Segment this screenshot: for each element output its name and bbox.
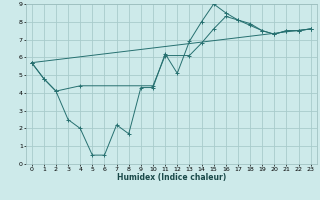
X-axis label: Humidex (Indice chaleur): Humidex (Indice chaleur) bbox=[116, 173, 226, 182]
